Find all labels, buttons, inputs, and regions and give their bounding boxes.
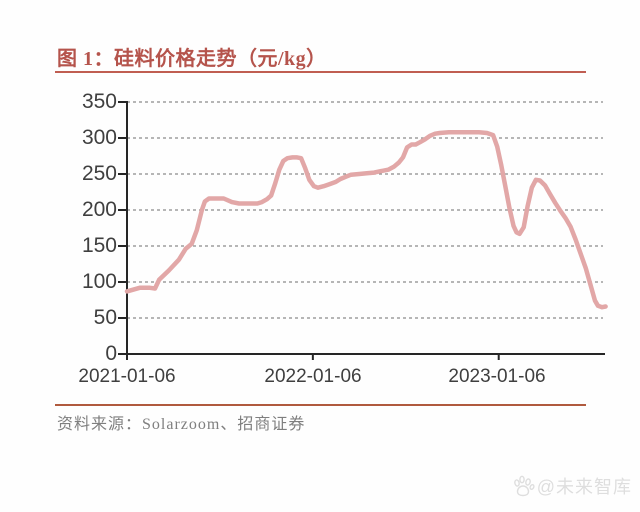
title-underline	[55, 71, 586, 73]
x-axis-tick-label: 2023-01-06	[448, 366, 546, 387]
y-axis-tick-label: 150	[81, 234, 117, 257]
y-axis-tick-label: 100	[81, 270, 117, 293]
watermark-text: @未来智库	[536, 477, 632, 497]
source-divider	[55, 404, 586, 406]
baidu-paw-icon	[513, 475, 535, 497]
figure-title: 图 1：硅料价格走势（元/kg）	[57, 48, 327, 70]
source-note: 资料来源：Solarzoom、招商证券	[57, 416, 306, 433]
watermark: @未来智库	[511, 473, 632, 499]
y-axis-tick-label: 200	[81, 198, 117, 221]
y-axis-tick-label: 250	[81, 162, 117, 185]
y-axis-tick-label: 300	[81, 126, 117, 149]
y-axis-tick-label: 0	[105, 342, 117, 365]
x-axis-tick-label: 2022-01-06	[264, 366, 362, 387]
y-axis-tick-label: 50	[93, 306, 117, 329]
y-axis-tick-label: 350	[81, 90, 117, 113]
x-axis-tick-label: 2021-01-06	[78, 366, 176, 387]
